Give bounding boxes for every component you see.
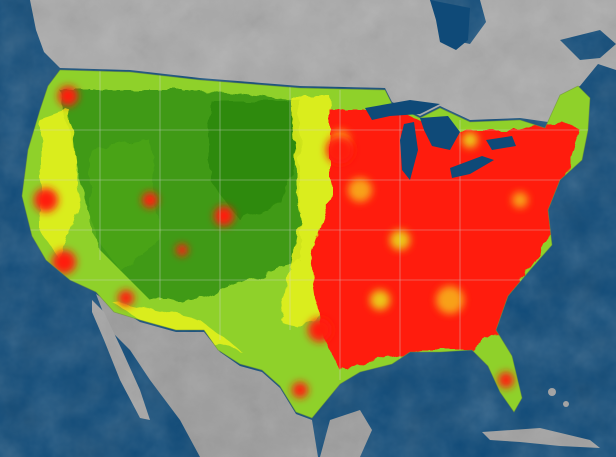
metro-hotspot [118,290,134,306]
metro-hotspot [292,382,308,398]
metro-hotspot [308,318,332,342]
metro-hotspot [142,192,158,208]
lake-erie [450,156,494,178]
metro-hotspot [34,188,58,212]
lake-ontario [486,136,516,150]
metro-hotspot [52,250,76,274]
lake-winnipeg-area [430,0,470,50]
lake-superior [365,100,440,120]
metro-hotspot [498,372,514,388]
metro-hotspot [58,86,78,106]
lake-michigan [400,122,418,180]
metro-hotspot [214,206,234,226]
state-borders [22,70,590,380]
lake-huron [420,116,460,150]
great-lakes [365,100,516,180]
metro-hotspot [176,244,188,256]
